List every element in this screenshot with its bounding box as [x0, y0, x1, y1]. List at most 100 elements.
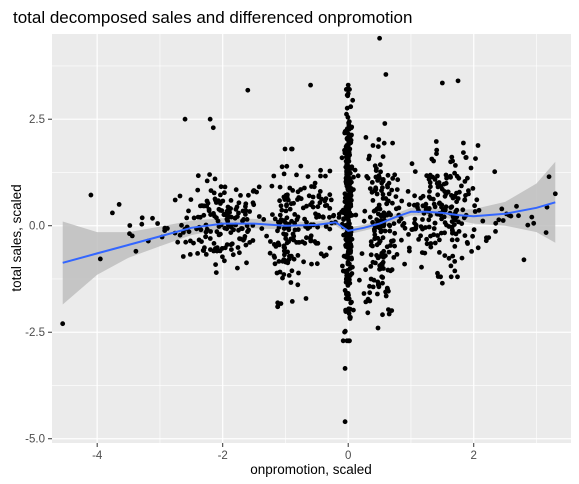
- data-point: [347, 243, 353, 249]
- data-point: [463, 155, 469, 160]
- data-point: [218, 184, 224, 190]
- data-point: [363, 299, 369, 305]
- data-point: [247, 209, 253, 214]
- data-point: [386, 222, 392, 228]
- data-point: [345, 181, 351, 186]
- data-point: [229, 241, 235, 247]
- data-point: [390, 140, 395, 146]
- data-point: [433, 139, 439, 144]
- data-point: [387, 228, 393, 234]
- data-point: [244, 260, 249, 266]
- data-point: [376, 282, 382, 287]
- data-point: [367, 214, 373, 220]
- data-point: [435, 173, 440, 179]
- data-point: [288, 280, 294, 285]
- data-point: [392, 172, 398, 178]
- data-point: [416, 237, 421, 242]
- data-point: [272, 255, 277, 260]
- data-point: [345, 215, 350, 221]
- data-point: [445, 189, 451, 195]
- data-point: [345, 296, 351, 302]
- data-point: [294, 240, 299, 245]
- data-point: [306, 193, 312, 199]
- data-point: [155, 221, 161, 226]
- data-point: [346, 152, 352, 158]
- data-point: [361, 291, 367, 296]
- data-point: [363, 135, 369, 140]
- data-point: [127, 231, 132, 237]
- data-point: [198, 227, 204, 233]
- data-point: [367, 298, 373, 304]
- data-point: [423, 225, 428, 230]
- data-point: [516, 213, 521, 219]
- data-point: [376, 202, 382, 208]
- data-point: [345, 272, 350, 278]
- data-point: [296, 270, 301, 276]
- data-point: [426, 217, 432, 223]
- data-point: [310, 194, 316, 200]
- data-point: [375, 291, 380, 297]
- data-point: [398, 216, 404, 222]
- data-point: [275, 228, 280, 234]
- data-point: [222, 245, 228, 251]
- data-point: [345, 91, 351, 97]
- data-point: [291, 256, 297, 262]
- data-point: [394, 187, 400, 193]
- data-point: [349, 164, 355, 170]
- data-point: [217, 248, 223, 254]
- y-tick-label: 0.0: [29, 221, 45, 233]
- y-tick-label: -5.0: [25, 434, 45, 446]
- data-point: [391, 255, 397, 260]
- data-point: [423, 201, 429, 207]
- data-point: [292, 227, 298, 233]
- data-point: [448, 263, 454, 269]
- data-point: [243, 242, 249, 248]
- data-point: [316, 193, 322, 198]
- data-point: [208, 212, 214, 218]
- data-point: [422, 250, 428, 256]
- data-point: [285, 197, 291, 203]
- data-point: [348, 104, 354, 110]
- data-point: [345, 268, 350, 273]
- data-point: [454, 190, 459, 196]
- data-point: [420, 193, 426, 199]
- data-point: [378, 266, 384, 271]
- data-point: [305, 226, 311, 231]
- data-point: [276, 259, 282, 264]
- data-point: [315, 204, 321, 210]
- data-point: [412, 216, 418, 222]
- data-point: [235, 214, 240, 220]
- data-point: [280, 275, 285, 281]
- data-point: [439, 280, 445, 286]
- data-point: [367, 290, 373, 296]
- data-point: [376, 137, 382, 142]
- data-point: [351, 307, 356, 313]
- data-point: [374, 191, 380, 197]
- data-point: [428, 184, 433, 190]
- data-point: [380, 235, 386, 241]
- data-point: [199, 203, 205, 209]
- data-point: [309, 184, 314, 189]
- data-point: [343, 205, 349, 211]
- data-point: [331, 212, 337, 218]
- data-point: [191, 240, 196, 246]
- data-point: [431, 232, 437, 238]
- data-point: [295, 282, 301, 288]
- data-point: [460, 207, 466, 213]
- data-point: [344, 290, 349, 296]
- data-point: [377, 162, 383, 168]
- data-point: [431, 196, 436, 202]
- data-point: [180, 254, 186, 259]
- data-point: [268, 239, 273, 244]
- data-point: [271, 173, 277, 179]
- data-point: [191, 215, 197, 221]
- data-point: [212, 176, 218, 182]
- data-point: [218, 192, 223, 198]
- data-point: [302, 185, 307, 191]
- data-point: [201, 212, 207, 218]
- data-point: [388, 268, 393, 274]
- data-point: [386, 249, 392, 255]
- data-point: [204, 178, 210, 184]
- data-point: [223, 212, 229, 218]
- data-point: [432, 204, 438, 210]
